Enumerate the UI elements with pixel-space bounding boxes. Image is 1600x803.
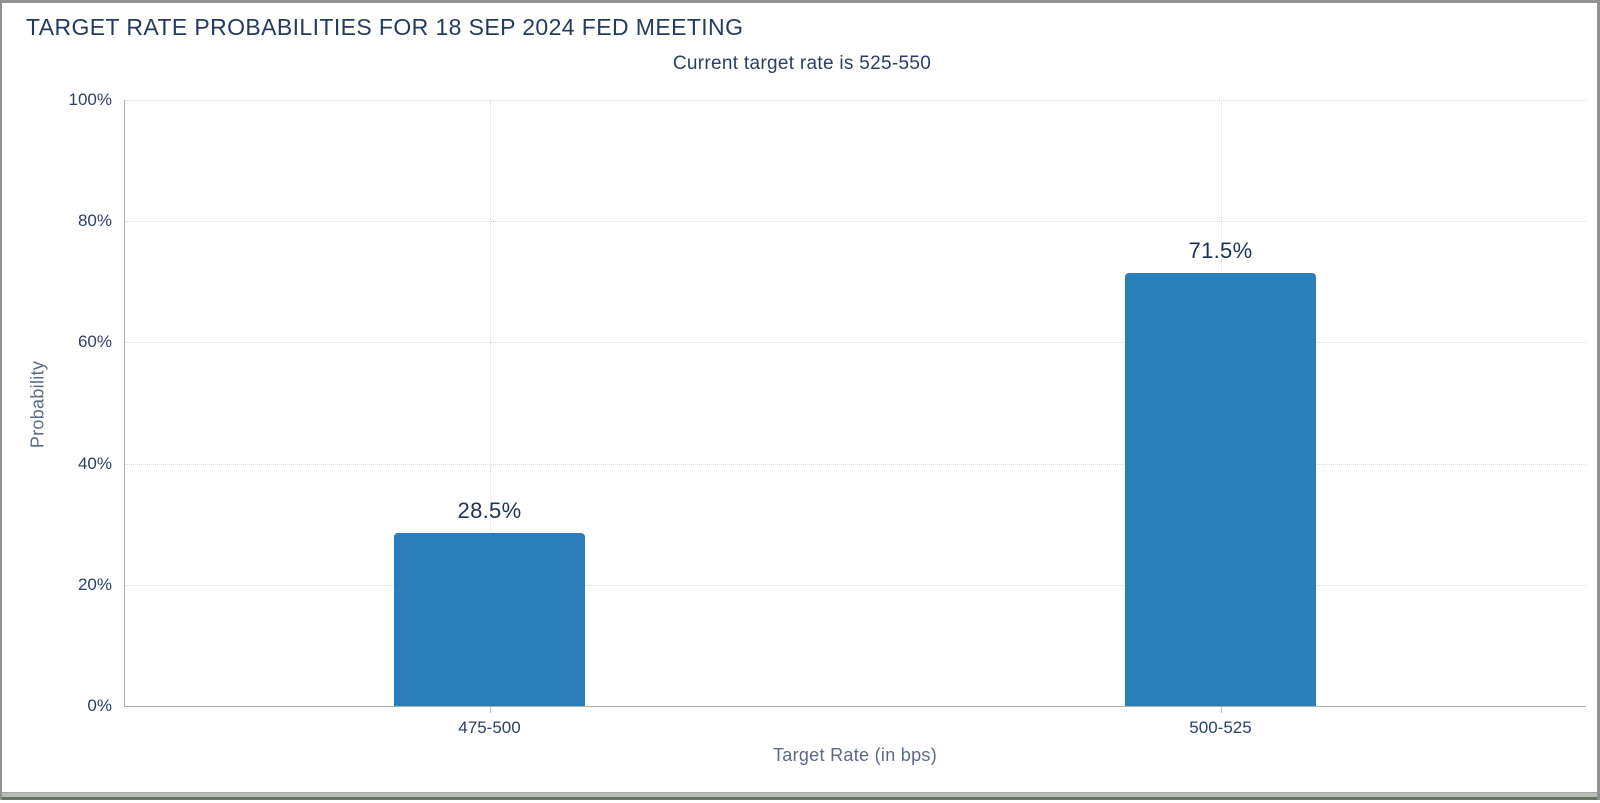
y-gridline: [124, 342, 1586, 344]
y-gridline: [124, 463, 1586, 465]
x-tick-mark: [1220, 707, 1222, 713]
window-bottom-border: [2, 792, 1597, 800]
y-gridline: [124, 221, 1586, 223]
x-axis-line: [124, 706, 1586, 707]
bar-value-label: 71.5%: [1188, 237, 1253, 263]
bar-475-500: [394, 533, 585, 706]
y-tick-label: 0%: [87, 696, 112, 715]
y-tick-label: 40%: [77, 453, 112, 473]
chart-subtitle: Current target rate is 525-550: [672, 53, 932, 74]
chart-title: TARGET RATE PROBABILITIES FOR 18 SEP 202…: [26, 14, 744, 40]
x-tick-label: 475-500: [458, 718, 521, 737]
x-axis-label: Target Rate (in bps): [772, 745, 938, 765]
bar-500-525: [1125, 272, 1316, 706]
y-tick-label: 60%: [77, 332, 112, 352]
x-gridline: [489, 100, 491, 706]
bar-value-label: 28.5%: [457, 498, 522, 524]
y-axis-label: Probability: [27, 360, 48, 449]
y-gridline: [124, 100, 1586, 101]
y-tick-label: 20%: [77, 574, 112, 594]
x-tick-mark: [489, 707, 491, 713]
plot-area: 0% 20% 40% 60% 80% 100% 28.5% 475-500 71.5% 500-5…: [2, 3, 1600, 803]
y-tick-label: 100%: [68, 90, 112, 109]
y-gridline: [124, 584, 1586, 586]
y-tick-label: 80%: [77, 211, 112, 231]
x-tick-label: 500-525: [1189, 718, 1252, 737]
y-axis-line: [124, 100, 125, 706]
